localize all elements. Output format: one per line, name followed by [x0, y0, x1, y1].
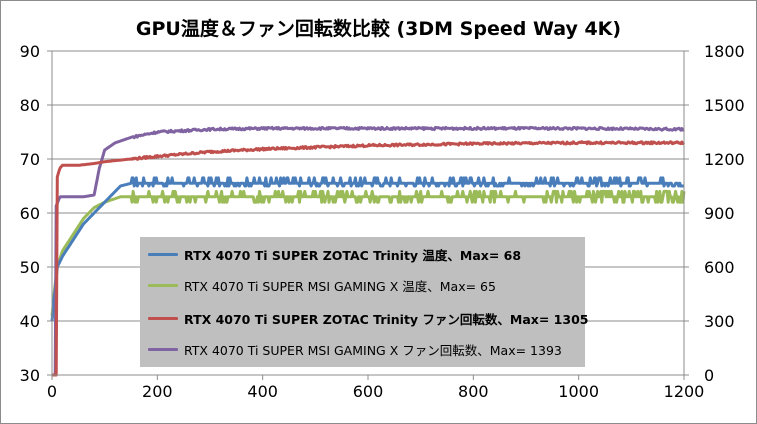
x-tick-label: 1000 — [558, 382, 599, 401]
legend-item-zotac-fan: RTX 4070 Ti SUPER ZOTAC Trinity ファン回転数、M… — [140, 305, 589, 331]
y-right-tick-label: 1200 — [704, 150, 745, 169]
y-left-tick-label: 80 — [20, 96, 40, 115]
x-tick-label: 400 — [247, 382, 278, 401]
y-left-tick-label: 50 — [20, 258, 40, 277]
x-tick-label: 0 — [47, 382, 57, 401]
series-zotac-temp — [50, 176, 685, 322]
x-tick-label: 1200 — [664, 382, 705, 401]
y-left-tick-label: 70 — [20, 150, 40, 169]
x-tick-label: 600 — [353, 382, 384, 401]
y-right-tick-label: 1500 — [704, 96, 745, 115]
legend-label-msi-fan: RTX 4070 Ti SUPER MSI GAMING X ファン回転数、Ma… — [184, 343, 562, 358]
legend-label-zotac-fan: RTX 4070 Ti SUPER ZOTAC Trinity ファン回転数、M… — [184, 312, 589, 327]
chart-title: GPU温度＆ファン回転数比較 (3DM Speed Way 4K) — [135, 18, 622, 40]
x-tick-label: 200 — [142, 382, 173, 401]
legend-swatch-zotac-fan — [148, 317, 178, 320]
y-right-tick-label: 1800 — [704, 42, 745, 61]
y-left-tick-label: 40 — [20, 312, 40, 331]
legend-swatch-msi-temp — [148, 284, 178, 287]
y-left-tick-label: 90 — [20, 42, 40, 61]
legend-label-zotac-temp: RTX 4070 Ti SUPER ZOTAC Trinity 温度、Max= … — [184, 248, 522, 263]
legend-label-msi-temp: RTX 4070 Ti SUPER MSI GAMING X 温度、Max= 6… — [184, 279, 496, 294]
legend-item-zotac-temp: RTX 4070 Ti SUPER ZOTAC Trinity 温度、Max= … — [140, 241, 585, 267]
series-msi-fan — [51, 125, 685, 377]
legend: RTX 4070 Ti SUPER ZOTAC Trinity 温度、Max= … — [140, 237, 589, 367]
legend-swatch-msi-fan — [148, 348, 178, 351]
y-right-tick-label: 300 — [704, 312, 735, 331]
series-zotac-fan — [51, 140, 686, 377]
legend-item-msi-fan: RTX 4070 Ti SUPER MSI GAMING X ファン回転数、Ma… — [140, 336, 585, 362]
x-tick-label: 800 — [458, 382, 489, 401]
y-right-tick-label: 0 — [704, 366, 714, 385]
legend-swatch-zotac-temp — [148, 253, 178, 256]
y-right-tick-label: 600 — [704, 258, 735, 277]
series-msi-temp — [50, 189, 686, 316]
y-left-tick-label: 30 — [20, 366, 40, 385]
y-left-tick-label: 60 — [20, 204, 40, 223]
y-right-tick-label: 900 — [704, 204, 735, 223]
legend-item-msi-temp: RTX 4070 Ti SUPER MSI GAMING X 温度、Max= 6… — [140, 272, 585, 298]
